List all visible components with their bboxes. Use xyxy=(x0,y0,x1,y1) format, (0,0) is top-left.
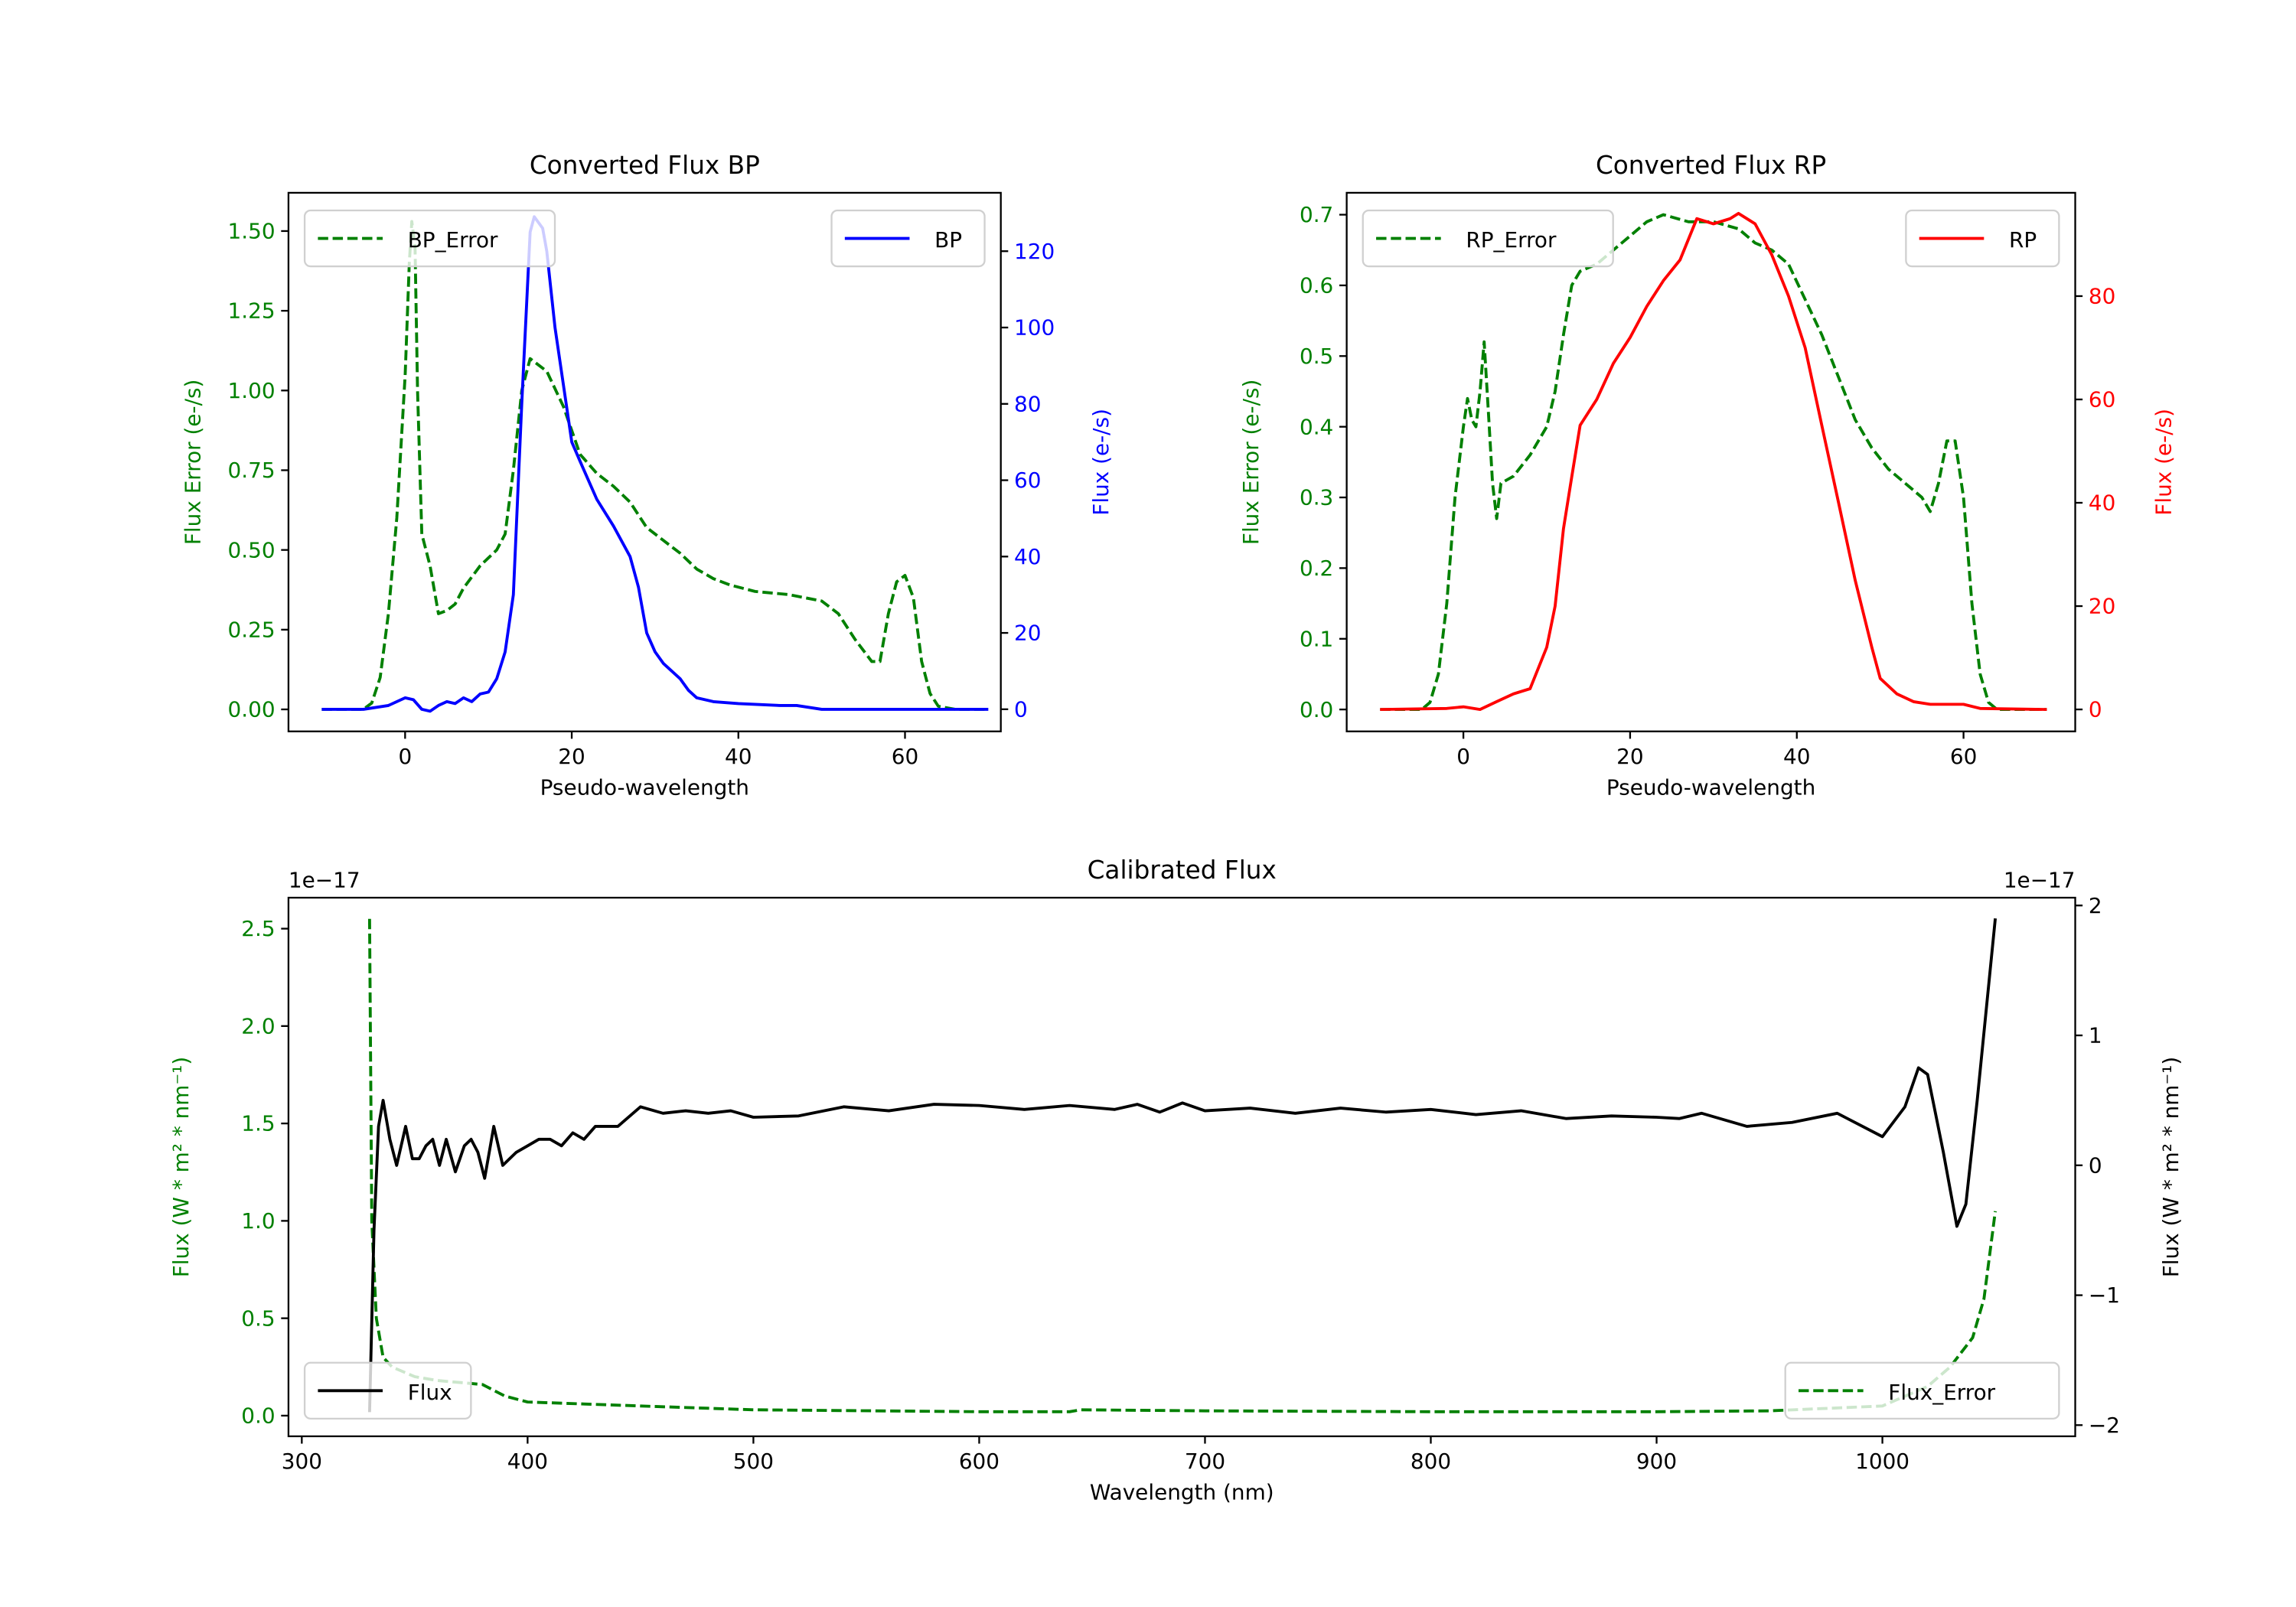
axes-frame xyxy=(287,191,1002,732)
x-tick-label: 40 xyxy=(725,744,752,769)
axes-frame xyxy=(287,896,2076,1438)
y-right-tick-label: 60 xyxy=(1014,468,1041,493)
y-left-tick-label: 0.7 xyxy=(1300,202,1333,227)
y-right-tick-label: −1 xyxy=(2089,1283,2120,1308)
y-left-tick-label: 1.25 xyxy=(228,298,276,324)
legend-label: RP_Error xyxy=(1466,227,1557,253)
legend-bp: BP xyxy=(830,209,986,268)
x-axis-label: Pseudo-wavelength xyxy=(540,774,749,800)
y-right-tick-label: 2 xyxy=(2089,893,2102,918)
y-left-tick-label: 0.5 xyxy=(241,1305,275,1331)
y-left-tick-label: 0.50 xyxy=(228,537,276,562)
y-left-tick-label: 0.6 xyxy=(1300,273,1333,298)
legend-flux-error: Flux xyxy=(303,1361,472,1420)
y-left-tick-label: 0.0 xyxy=(1300,697,1333,722)
legend-flux-error: Flux_Error xyxy=(1784,1361,2060,1420)
chart-title: Calibrated Flux xyxy=(1088,856,1277,885)
chart-title: Converted Flux BP xyxy=(530,151,760,180)
y-right-tick-label: 80 xyxy=(1014,391,1041,416)
legend-frame xyxy=(303,209,556,268)
y-right-tick-label: 20 xyxy=(2089,594,2115,619)
legend-label: Flux_Error xyxy=(1888,1380,1995,1405)
x-tick-label: 800 xyxy=(1411,1449,1451,1474)
y-left-tick-label: 1.50 xyxy=(228,219,276,244)
x-tick-label: 60 xyxy=(1950,744,1977,769)
chart-panel-0: 0 20 40 60 0.00 0.25 0.50 0.75 1.00 1.25 1.50 0 20 40… xyxy=(181,151,1114,800)
legend-rp-error: RP_Error xyxy=(1362,209,1614,268)
legend-label: RP xyxy=(2009,227,2037,253)
series-line-rp xyxy=(1380,211,2047,712)
y-left-tick-label: 0.00 xyxy=(228,697,276,722)
y-right-tick-label: 0 xyxy=(1014,696,1028,722)
y-left-tick-label: 0.3 xyxy=(1300,485,1333,510)
legend-label: BP_Error xyxy=(408,227,498,253)
series-line-rp-error xyxy=(1380,213,2047,712)
legend-label: BP xyxy=(934,227,962,253)
y-right-tick-label: 120 xyxy=(1014,239,1055,264)
x-axis-label: Pseudo-wavelength xyxy=(1606,774,1815,800)
legend-frame xyxy=(303,1361,472,1420)
y-right-axis-label: Flux (W * m² * nm⁻¹) xyxy=(2158,1057,2183,1277)
series-line-bp xyxy=(321,215,989,713)
y-left-tick-label: 0.25 xyxy=(228,617,276,642)
legend-frame xyxy=(1784,1361,2060,1420)
y-left-axis-label: Flux (W * m² * nm⁻¹) xyxy=(168,1057,194,1277)
y-right-tick-label: 60 xyxy=(2089,387,2115,412)
x-tick-label: 20 xyxy=(1616,744,1643,769)
x-tick-label: 20 xyxy=(558,744,585,769)
y-left-axis-label: Flux Error (e-/s) xyxy=(181,380,206,545)
y-left-tick-label: 0.5 xyxy=(1300,344,1333,369)
y-left-tick-label: 0.4 xyxy=(1300,414,1333,439)
x-tick-label: 900 xyxy=(1636,1449,1677,1474)
series-line-bp-error xyxy=(321,220,989,711)
y-right-tick-label: −2 xyxy=(2089,1413,2120,1438)
y-right-tick-label: 0 xyxy=(2089,697,2102,722)
y-right-tick-label: 100 xyxy=(1014,315,1055,341)
y-left-tick-label: 0.2 xyxy=(1300,556,1333,581)
y-right-tick-label: 20 xyxy=(1014,621,1041,646)
series-line-flux-error xyxy=(367,918,1998,1413)
x-tick-label: 400 xyxy=(507,1449,548,1474)
y-right-axis-label: Flux (e-/s) xyxy=(1088,409,1114,516)
x-tick-label: 700 xyxy=(1185,1449,1225,1474)
x-tick-label: 300 xyxy=(282,1449,322,1474)
y-right-tick-label: 0 xyxy=(2089,1152,2102,1178)
y-left-offset-label: 1e−17 xyxy=(289,868,360,893)
y-right-axis-label: Flux (e-/s) xyxy=(2151,409,2177,516)
y-left-tick-label: 2.5 xyxy=(241,916,275,941)
y-left-tick-label: 1.00 xyxy=(228,378,276,403)
y-right-tick-label: 40 xyxy=(1014,544,1041,569)
legend-bp-error: BP_Error xyxy=(303,209,556,268)
x-tick-label: 1000 xyxy=(1855,1449,1910,1474)
y-right-offset-label: 1e−17 xyxy=(2004,868,2076,893)
y-left-tick-label: 0.1 xyxy=(1300,626,1333,651)
x-tick-label: 0 xyxy=(398,744,412,769)
y-right-tick-label: 1 xyxy=(2089,1023,2102,1048)
y-left-tick-label: 0.75 xyxy=(228,458,276,483)
axes-frame xyxy=(1345,191,2076,732)
series-line-flux xyxy=(367,918,1998,1413)
y-left-tick-label: 1.0 xyxy=(241,1208,275,1234)
chart-panel-1: 0 20 40 60 0.0 0.1 0.2 0.3 0.4 0.5 0.6 0.7 0 20 40 60 80… xyxy=(1238,151,2176,800)
x-tick-label: 60 xyxy=(892,744,918,769)
x-tick-label: 0 xyxy=(1456,744,1470,769)
legend-label: Flux xyxy=(408,1380,452,1405)
y-left-tick-label: 2.0 xyxy=(241,1013,275,1038)
y-left-axis-label: Flux Error (e-/s) xyxy=(1238,380,1264,545)
x-tick-label: 500 xyxy=(733,1449,774,1474)
y-left-tick-label: 0.0 xyxy=(241,1403,275,1429)
chart-title: Converted Flux RP xyxy=(1596,151,1826,180)
x-tick-label: 600 xyxy=(959,1449,1000,1474)
x-axis-label: Wavelength (nm) xyxy=(1090,1480,1274,1505)
x-tick-label: 40 xyxy=(1783,744,1810,769)
chart-panel-2: 300 400 500 600 700 800 900 1000 0.0 0.5 1.0 1.5 2.0… xyxy=(168,856,2183,1505)
y-right-tick-label: 40 xyxy=(2089,491,2115,516)
legend-rp: RP xyxy=(1905,209,2060,268)
legend-frame xyxy=(1362,209,1614,268)
y-left-tick-label: 1.5 xyxy=(241,1111,275,1136)
y-right-tick-label: 80 xyxy=(2089,284,2115,309)
